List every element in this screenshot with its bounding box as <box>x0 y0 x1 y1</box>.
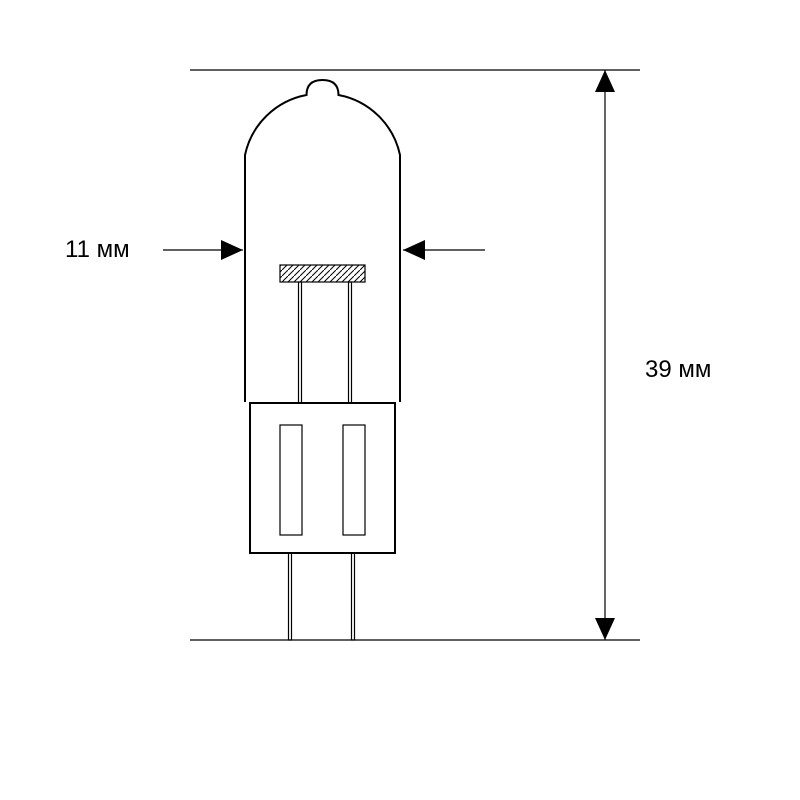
height-dimension-label: 39 мм <box>645 356 711 384</box>
drawing-svg <box>0 0 800 800</box>
width-dimension-label: 11 мм <box>65 236 130 264</box>
diagram-canvas: 11 мм 39 мм <box>0 0 800 800</box>
